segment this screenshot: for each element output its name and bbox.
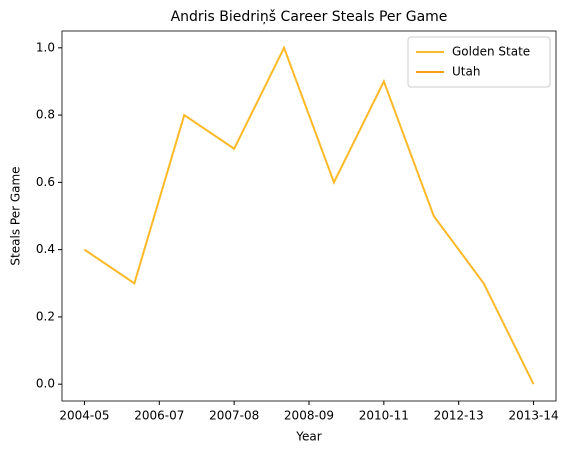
x-tick-label: 2013-14 (508, 409, 558, 423)
legend-box (407, 36, 551, 88)
y-axis-label: Steals Per Game (9, 166, 23, 265)
x-tick-label: 2010-11 (359, 409, 409, 423)
x-tick-label: 2012-13 (434, 409, 484, 423)
x-tick-label: 2004-05 (59, 409, 109, 423)
x-tick-label: 2006-07 (134, 409, 184, 423)
y-tick-label: 0.8 (36, 108, 55, 122)
chart-title: Andris Biedriņš Career Steals Per Game (171, 9, 448, 25)
y-tick-label: 0.4 (36, 242, 55, 256)
y-tick-label: 0.2 (36, 309, 55, 323)
plot-frame (61, 30, 557, 402)
legend-label: Golden State (452, 45, 530, 59)
x-tick-label: 2007-08 (209, 409, 259, 423)
y-tick-label: 0.6 (36, 175, 55, 189)
y-tick-label: 1.0 (36, 40, 55, 54)
x-axis-label: Year (295, 430, 321, 444)
x-tick-label: 2008-09 (284, 409, 334, 423)
y-tick-label: 0.0 (36, 377, 55, 391)
legend-label: Utah (452, 65, 480, 79)
series-line (83, 45, 535, 385)
